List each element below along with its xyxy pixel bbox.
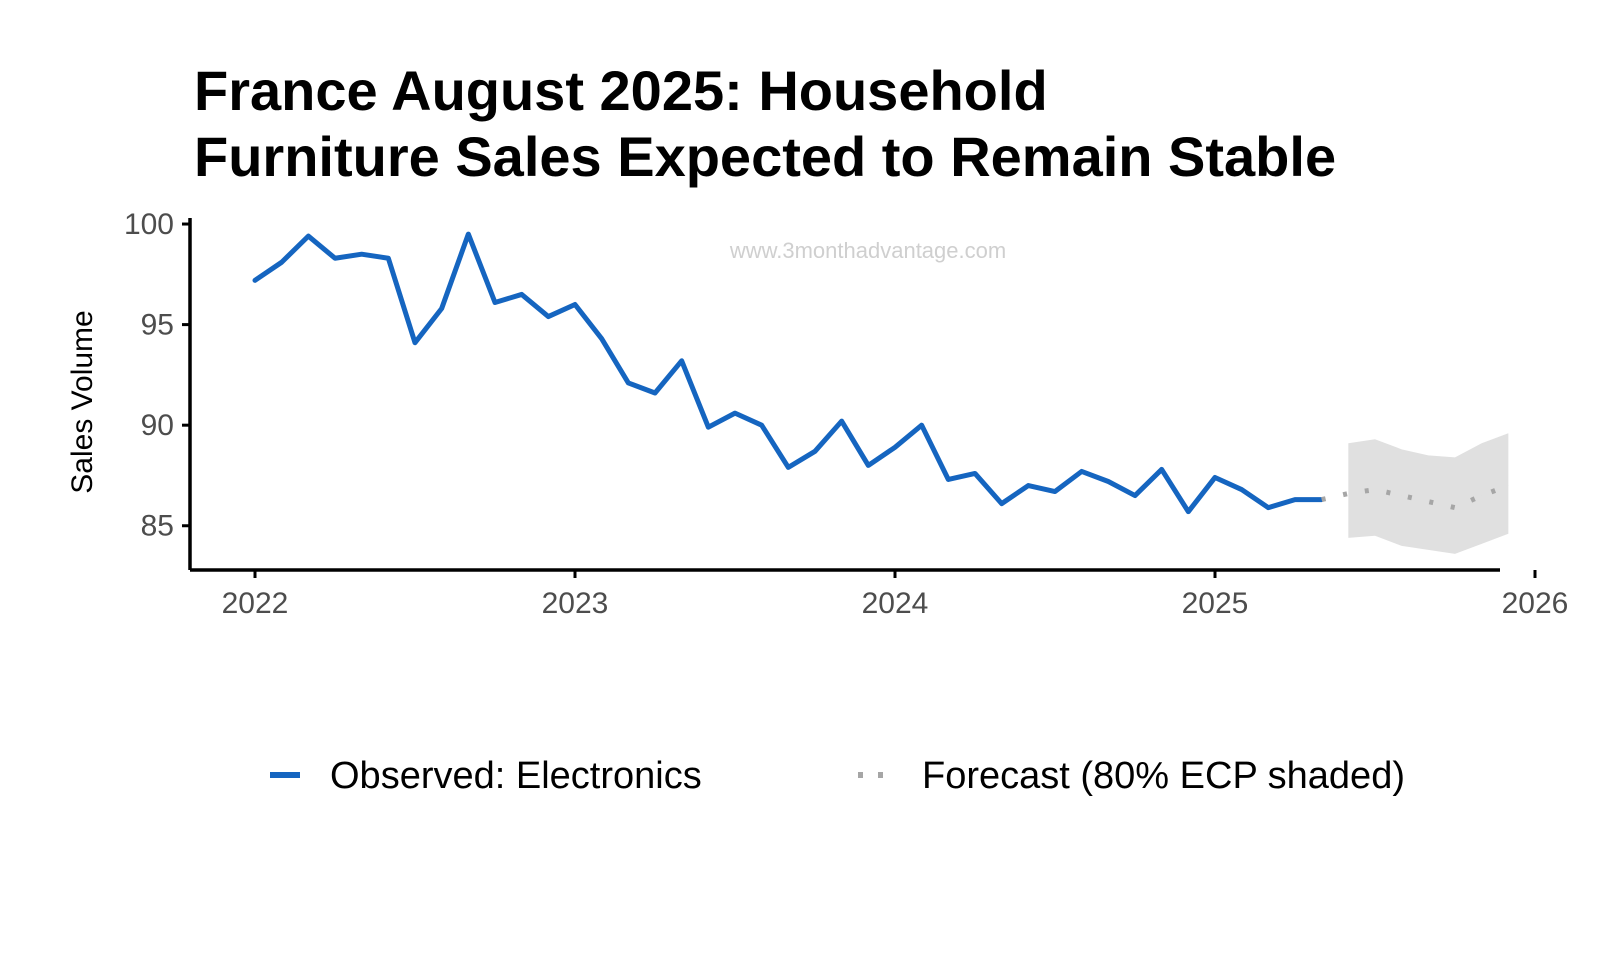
chart-title: France August 2025: Household Furniture …	[194, 58, 1574, 190]
series-layer	[252, 231, 1510, 515]
y-axis-title: Sales Volume	[66, 310, 99, 493]
y-tick-label: 100	[124, 208, 174, 241]
legend: Observed: Electronics Forecast (80% ECP s…	[270, 755, 1405, 797]
tick-labels: 85 90 95 100 2022 2023 2024 2025 2026	[124, 208, 1568, 620]
axes	[182, 218, 1537, 578]
legend-label-observed: Observed: Electronics	[330, 755, 702, 797]
x-tick-label: 2026	[1502, 587, 1569, 620]
legend-label-forecast: Forecast (80% ECP shaded)	[922, 755, 1405, 797]
x-tick-label: 2022	[222, 587, 289, 620]
series-line-observed	[252, 231, 1325, 515]
x-tick-label: 2024	[862, 587, 929, 620]
forecast-band-layer	[1348, 433, 1509, 554]
x-tick-label: 2023	[542, 587, 609, 620]
y-tick-label: 90	[141, 409, 174, 442]
chart-title-line-2: Furniture Sales Expected to Remain Stabl…	[194, 125, 1337, 188]
y-tick-label: 95	[141, 309, 174, 342]
y-tick-label: 85	[141, 510, 174, 543]
x-tick-label: 2025	[1182, 587, 1249, 620]
watermark: www.3monthadvantage.com	[729, 238, 1006, 263]
forecast-band	[1348, 433, 1509, 554]
chart-title-line-1: France August 2025: Household	[194, 59, 1048, 122]
